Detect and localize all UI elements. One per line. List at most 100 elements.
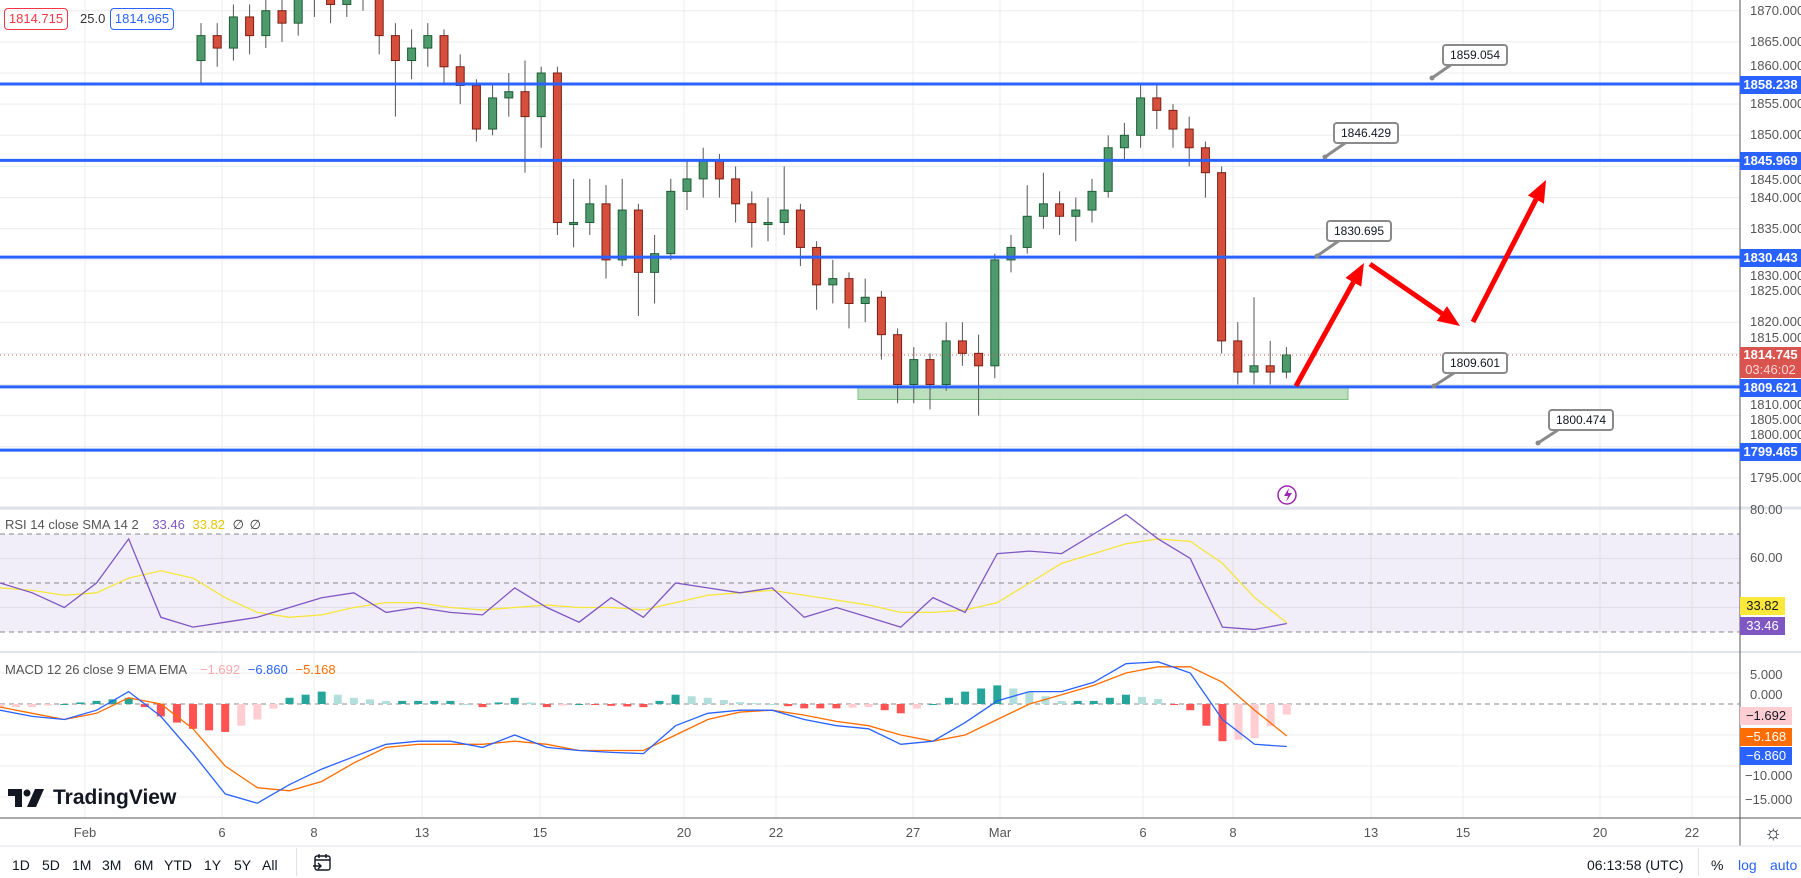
candle-up[interactable]: [763, 222, 773, 226]
candle-down[interactable]: [1233, 340, 1243, 373]
candle-up[interactable]: [504, 91, 514, 99]
candle-up[interactable]: [342, 0, 352, 5]
price-callout[interactable]: 1859.054: [1442, 44, 1508, 66]
candle-up[interactable]: [698, 159, 708, 180]
candle-up[interactable]: [1038, 203, 1048, 217]
candle-down[interactable]: [1152, 97, 1162, 111]
candle-down[interactable]: [844, 278, 854, 305]
candle-down[interactable]: [601, 203, 611, 261]
projection-arrow[interactable]: [1470, 198, 1539, 324]
callout-anchor[interactable]: [1431, 383, 1437, 389]
range-button-3m[interactable]: 3M: [102, 857, 122, 873]
price-callout[interactable]: 1800.474: [1548, 409, 1614, 431]
candle-up[interactable]: [1103, 147, 1113, 192]
candle-up[interactable]: [1119, 134, 1129, 149]
candle-down[interactable]: [520, 91, 530, 118]
rsi-sma-line[interactable]: [0, 538, 1288, 624]
candle-up[interactable]: [1006, 246, 1016, 261]
range-button-1m[interactable]: 1M: [72, 857, 92, 873]
candle-up[interactable]: [650, 253, 660, 273]
candle-up[interactable]: [1022, 215, 1032, 248]
range-button-1d[interactable]: 1D: [12, 857, 30, 873]
callout-anchor[interactable]: [1535, 440, 1541, 446]
lightning-icon[interactable]: [1277, 485, 1297, 505]
candle-down[interactable]: [390, 35, 400, 62]
range-button-ytd[interactable]: YTD: [164, 857, 192, 873]
candle-down[interactable]: [812, 246, 822, 286]
candle-down[interactable]: [925, 359, 935, 385]
macd-legend[interactable]: MACD 12 26 close 9 EMA EMA −1.692 −6.860…: [5, 662, 336, 677]
candle-up[interactable]: [1071, 209, 1081, 217]
candle-down[interactable]: [277, 10, 287, 24]
candle-down[interactable]: [633, 209, 643, 273]
candle-down[interactable]: [212, 35, 222, 49]
macd-signal-line[interactable]: [0, 666, 1288, 792]
projection-arrow[interactable]: [1293, 281, 1356, 388]
candle-up[interactable]: [1087, 190, 1097, 211]
candle-up[interactable]: [488, 97, 498, 130]
log-scale-toggle[interactable]: log: [1738, 857, 1757, 873]
candle-up[interactable]: [1136, 97, 1146, 136]
candle-down[interactable]: [974, 352, 984, 367]
rsi-legend[interactable]: RSI 14 close SMA 14 2 33.46 33.82 ∅ ∅: [5, 517, 261, 533]
candle-up[interactable]: [423, 35, 433, 49]
candle-up[interactable]: [666, 190, 676, 255]
ask-price-box[interactable]: 1814.965: [110, 8, 174, 30]
range-button-1y[interactable]: 1Y: [204, 857, 222, 873]
price-callout[interactable]: 1846.429: [1333, 122, 1399, 144]
candle-up[interactable]: [1281, 354, 1291, 373]
candle-up[interactable]: [909, 359, 919, 385]
callout-anchor[interactable]: [1314, 253, 1320, 259]
candle-down[interactable]: [714, 159, 724, 180]
candle-down[interactable]: [893, 334, 903, 386]
candle-down[interactable]: [795, 209, 805, 248]
candle-up[interactable]: [228, 16, 238, 49]
candle-down[interactable]: [1265, 365, 1275, 373]
candle-down[interactable]: [731, 178, 741, 205]
candle-down[interactable]: [747, 203, 757, 224]
candle-up[interactable]: [293, 0, 303, 24]
percent-scale-toggle[interactable]: %: [1711, 857, 1724, 873]
utc-clock[interactable]: 06:13:58 (UTC): [1587, 857, 1684, 873]
range-button-5d[interactable]: 5D: [42, 857, 60, 873]
candle-down[interactable]: [245, 16, 255, 37]
range-button-all[interactable]: All: [262, 857, 278, 873]
candle-up[interactable]: [779, 209, 789, 224]
price-callout[interactable]: 1809.601: [1442, 352, 1508, 374]
rsi-line[interactable]: [0, 513, 1287, 631]
candle-up[interactable]: [617, 209, 627, 261]
range-button-6m[interactable]: 6M: [134, 857, 154, 873]
candle-up[interactable]: [860, 296, 870, 305]
candle-down[interactable]: [876, 296, 886, 336]
candle-up[interactable]: [1249, 365, 1259, 373]
candle-up[interactable]: [941, 340, 951, 386]
candle-up[interactable]: [536, 72, 546, 118]
candle-down[interactable]: [471, 84, 481, 130]
price-callout[interactable]: 1830.695: [1326, 220, 1392, 242]
support-zone[interactable]: [857, 386, 1349, 400]
range-button-5y[interactable]: 5Y: [234, 857, 252, 873]
candle-up[interactable]: [407, 47, 417, 62]
go-to-date-calendar-icon[interactable]: [312, 853, 334, 878]
projection-arrow[interactable]: [1368, 261, 1444, 316]
callout-anchor[interactable]: [1429, 75, 1435, 81]
candle-down[interactable]: [957, 340, 967, 354]
candle-up[interactable]: [585, 203, 595, 224]
bid-price-box[interactable]: 1814.715: [4, 8, 68, 30]
macd-line[interactable]: [0, 661, 1287, 804]
candle-down[interactable]: [552, 72, 562, 224]
auto-scale-toggle[interactable]: auto: [1770, 857, 1798, 873]
candle-down[interactable]: [1168, 109, 1178, 130]
candle-up[interactable]: [569, 222, 579, 226]
callout-anchor[interactable]: [1322, 154, 1328, 160]
candle-down[interactable]: [439, 35, 449, 68]
candle-down[interactable]: [374, 0, 384, 37]
candle-up[interactable]: [261, 10, 271, 37]
settings-gear-icon[interactable]: ☼: [1764, 822, 1783, 844]
tradingview-logo[interactable]: TradingView: [8, 786, 176, 810]
candle-up[interactable]: [196, 35, 206, 62]
candle-up[interactable]: [682, 178, 692, 192]
candle-down[interactable]: [1055, 203, 1065, 217]
candle-up[interactable]: [990, 259, 1000, 367]
